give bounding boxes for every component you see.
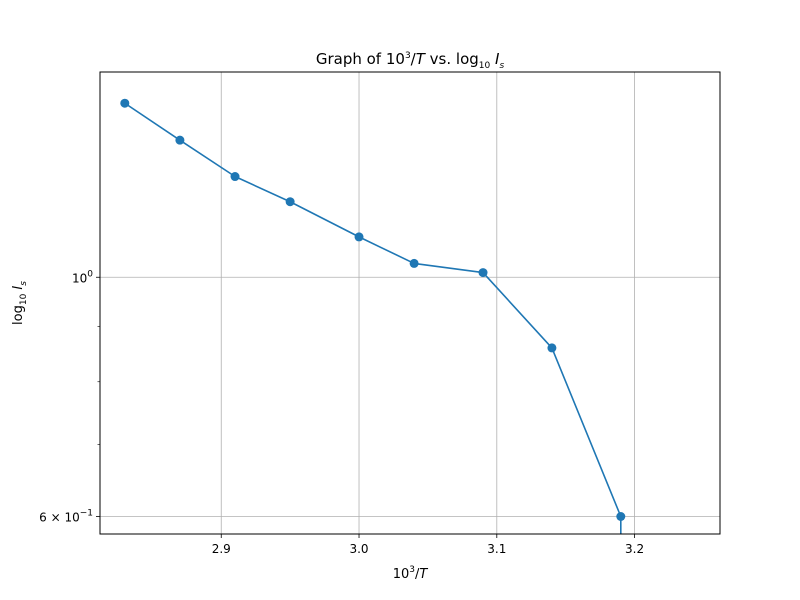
series-line — [124, 102, 622, 534]
y-tick-label: 6 × 10−1 — [39, 509, 93, 525]
data-point — [409, 258, 419, 268]
x-axis-label: 103/T — [393, 565, 429, 582]
data-point — [120, 98, 130, 108]
data-point — [285, 197, 295, 207]
data-point — [478, 268, 488, 278]
data-point — [547, 343, 557, 353]
x-tick-label: 3.1 — [487, 542, 506, 556]
x-tick-label: 3.2 — [625, 542, 644, 556]
data-point — [230, 172, 240, 182]
data-point — [175, 135, 185, 145]
data-point — [354, 232, 364, 242]
gridlines — [100, 72, 720, 534]
x-tick-label: 2.9 — [212, 542, 231, 556]
axis-ticks: 2.9 3.0 3.1 3.2 100 6 × 10−1 — [39, 269, 644, 556]
chart-title: Graph of 103/T vs. log10 Is — [316, 50, 505, 71]
data-series — [120, 98, 626, 534]
y-tick-label: 100 — [72, 269, 93, 285]
data-point — [616, 512, 626, 522]
y-axis-label: log10 Is — [11, 281, 29, 325]
x-tick-label: 3.0 — [349, 542, 368, 556]
plot-frame — [99, 71, 721, 535]
